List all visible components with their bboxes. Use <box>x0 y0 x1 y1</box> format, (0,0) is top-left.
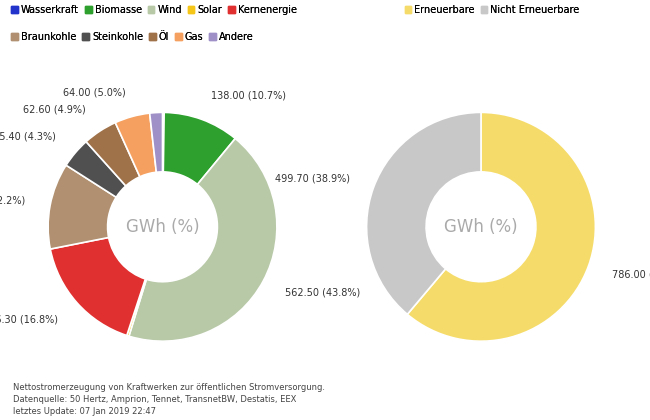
Text: 55.40 (4.3%): 55.40 (4.3%) <box>0 131 56 142</box>
Wedge shape <box>86 123 140 186</box>
Text: 786.00 (61.1%): 786.00 (61.1%) <box>612 270 650 280</box>
Wedge shape <box>163 113 235 184</box>
Text: GWh (%): GWh (%) <box>444 218 518 236</box>
Text: GWh (%): GWh (%) <box>125 218 200 236</box>
Text: 562.50 (43.8%): 562.50 (43.8%) <box>285 288 361 298</box>
Text: 156.30 (12.2%): 156.30 (12.2%) <box>0 196 25 206</box>
Wedge shape <box>127 279 146 336</box>
Legend: Erneuerbare, Nicht Erneuerbare: Erneuerbare, Nicht Erneuerbare <box>404 5 580 15</box>
Legend: Braunkohle, Steinkohle, Öl, Gas, Andere: Braunkohle, Steinkohle, Öl, Gas, Andere <box>11 32 254 42</box>
Wedge shape <box>50 237 146 336</box>
Legend: Wasserkraft, Biomasse, Wind, Solar, Kernenergie: Wasserkraft, Biomasse, Wind, Solar, Kern… <box>11 5 296 15</box>
Wedge shape <box>115 113 157 177</box>
Wedge shape <box>129 139 277 341</box>
Text: 62.60 (4.9%): 62.60 (4.9%) <box>23 105 86 115</box>
Wedge shape <box>66 142 126 197</box>
Wedge shape <box>408 113 595 341</box>
Text: Nettostromerzeugung von Kraftwerken zur öffentlichen Stromversorgung.
Datenquell: Nettostromerzeugung von Kraftwerken zur … <box>13 383 325 416</box>
Wedge shape <box>48 165 116 249</box>
Text: 138.00 (10.7%): 138.00 (10.7%) <box>211 91 285 101</box>
Wedge shape <box>150 113 162 172</box>
Wedge shape <box>162 113 164 172</box>
Wedge shape <box>367 113 481 314</box>
Text: 216.30 (16.8%): 216.30 (16.8%) <box>0 314 58 324</box>
Text: 64.00 (5.0%): 64.00 (5.0%) <box>62 87 125 97</box>
Text: 499.70 (38.9%): 499.70 (38.9%) <box>275 174 350 184</box>
